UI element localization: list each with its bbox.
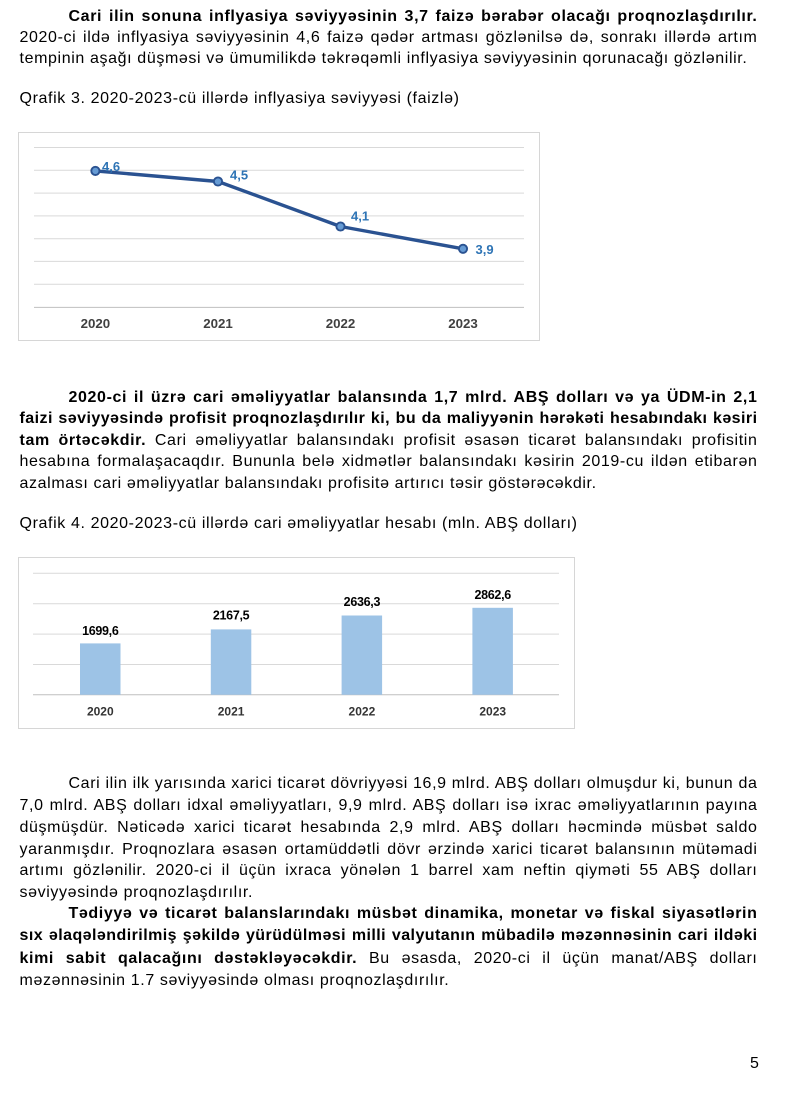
svg-text:4,6: 4,6: [102, 159, 120, 174]
svg-text:2862,6: 2862,6: [474, 588, 511, 602]
svg-text:2021: 2021: [203, 316, 233, 331]
svg-text:1699,6: 1699,6: [82, 624, 119, 638]
svg-text:2022: 2022: [349, 705, 376, 719]
svg-text:4,1: 4,1: [351, 209, 369, 224]
svg-text:2020: 2020: [81, 316, 111, 331]
svg-text:3,9: 3,9: [476, 242, 494, 257]
svg-text:2020: 2020: [87, 705, 114, 719]
svg-text:2022: 2022: [326, 316, 356, 331]
svg-text:4,5: 4,5: [230, 168, 248, 183]
svg-text:2023: 2023: [479, 705, 506, 719]
svg-text:2023: 2023: [448, 316, 478, 331]
svg-text:2021: 2021: [218, 705, 245, 719]
svg-text:2636,3: 2636,3: [344, 595, 381, 609]
svg-text:2167,5: 2167,5: [213, 608, 250, 622]
